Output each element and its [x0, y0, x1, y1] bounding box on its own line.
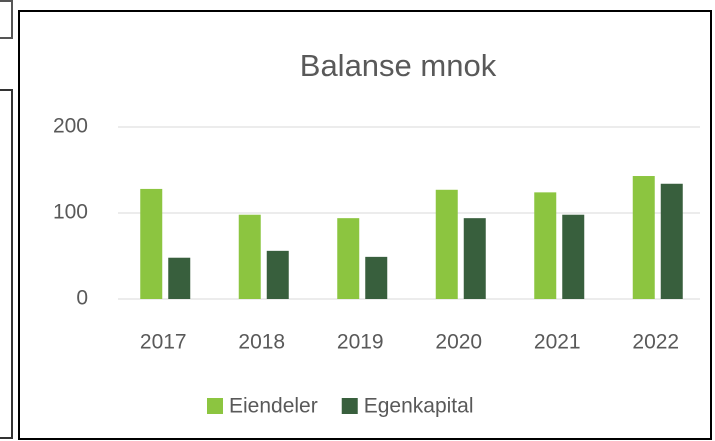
bar — [660, 183, 683, 299]
x-tick-label: 2022 — [632, 331, 679, 354]
legend-swatch — [207, 398, 223, 414]
legend-swatch — [341, 398, 358, 414]
bar — [365, 256, 388, 299]
x-tick-label: 2018 — [238, 331, 285, 354]
bar — [238, 214, 261, 299]
x-tick-label: 2019 — [337, 331, 384, 354]
legend-label: Eiendeler — [229, 395, 318, 418]
bar — [168, 257, 191, 299]
bar — [562, 214, 585, 299]
bar — [337, 218, 360, 299]
bar — [463, 218, 486, 299]
neighbor-frame — [0, 0, 13, 39]
bar — [140, 188, 163, 299]
chart-title: Balanse mnok — [300, 48, 497, 83]
y-tick-label: 200 — [53, 115, 88, 138]
bar — [632, 176, 655, 299]
neighbor-frame — [0, 89, 13, 439]
chart-frame — [18, 10, 712, 440]
bar — [266, 250, 289, 299]
x-tick-label: 2020 — [435, 331, 482, 354]
x-tick-label: 2021 — [534, 331, 581, 354]
x-tick-label: 2017 — [140, 331, 187, 354]
legend-label: Egenkapital — [364, 395, 474, 418]
y-tick-label: 100 — [53, 201, 88, 224]
y-tick-label: 0 — [76, 287, 88, 310]
bar — [435, 189, 458, 299]
bar — [534, 192, 557, 299]
